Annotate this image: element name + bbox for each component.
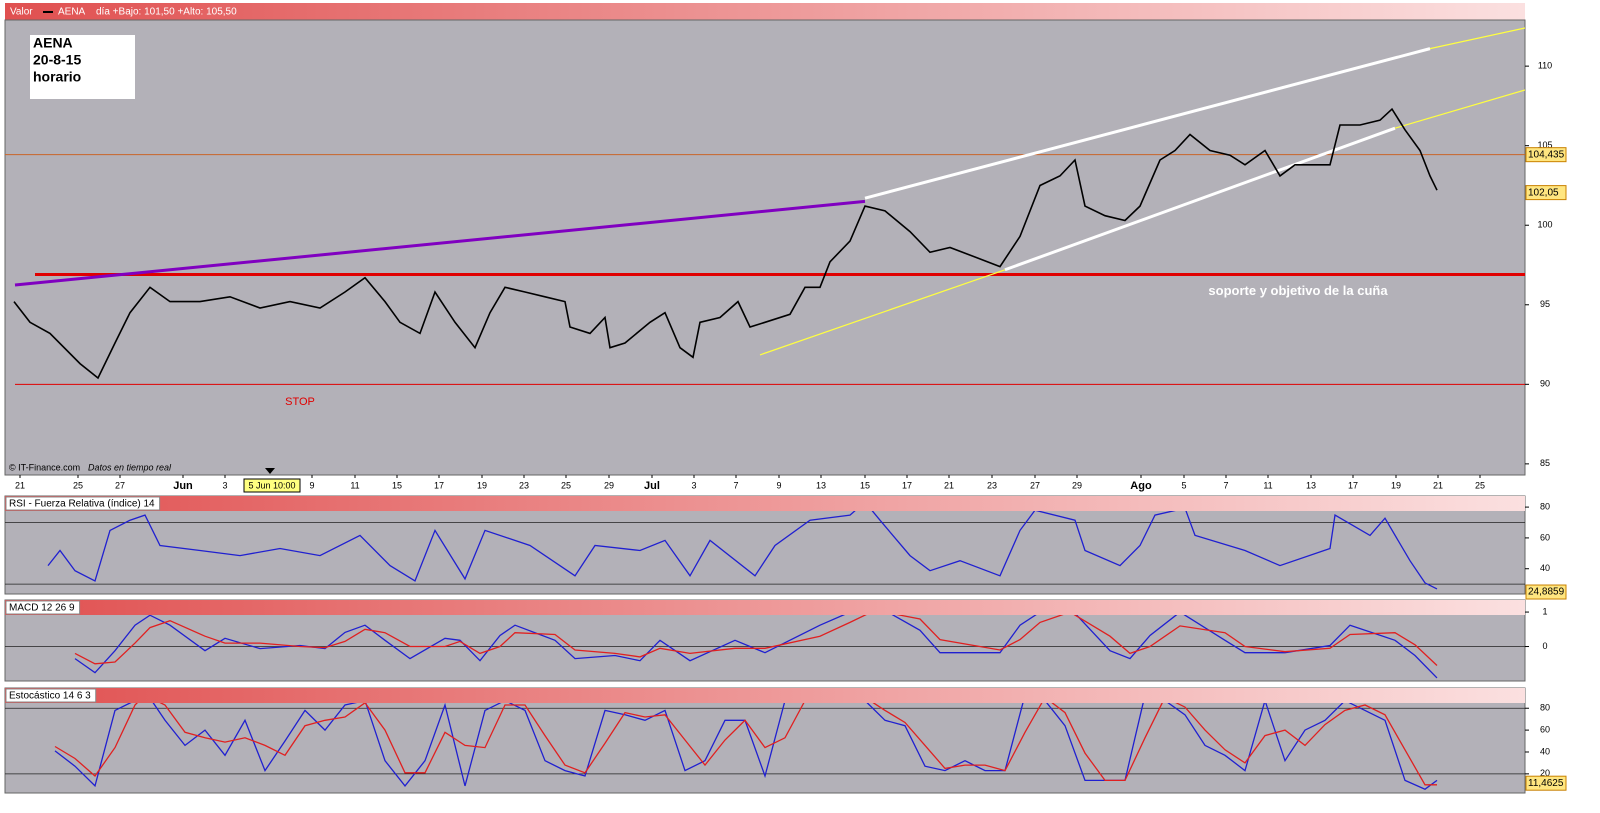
- x-tick-label: 13: [816, 480, 826, 490]
- y-tick-label: 100: [1537, 220, 1552, 230]
- cursor-box: [243, 478, 301, 493]
- indicator-line: [54, 694, 1437, 786]
- x-tick-label: 19: [477, 480, 487, 490]
- plot-background: [4, 19, 1526, 476]
- note-line: 20-8-15: [33, 52, 81, 68]
- y-tick-label: 85: [1540, 458, 1550, 468]
- y-tick-label: 40: [1540, 746, 1550, 756]
- x-tick-label: 19: [1391, 480, 1401, 490]
- plot-background: [4, 687, 1526, 794]
- x-tick-label: 17: [434, 480, 444, 490]
- header-label: Valor: [10, 7, 33, 18]
- note-line: horario: [33, 69, 81, 85]
- x-tick-label: 27: [115, 480, 125, 490]
- indicator-line: [74, 609, 1438, 666]
- stop-label: STOP: [285, 396, 315, 408]
- y-tick-label: 110: [1538, 61, 1552, 71]
- panel-strip: [5, 496, 1525, 511]
- x-tick-label: 23: [987, 480, 997, 490]
- header-symbol: AENA: [58, 7, 86, 18]
- y-tick-label: 80: [1540, 703, 1550, 713]
- y-tick-label: 95: [1540, 299, 1550, 309]
- x-tick-label: Jun: [173, 480, 193, 492]
- y-tick-label: 40: [1540, 563, 1550, 573]
- y-tick-label: 105: [1537, 140, 1552, 150]
- trendline: [1004, 126, 1396, 272]
- x-tick-label: 17: [902, 480, 912, 490]
- last-value-label: 24,8859: [1528, 587, 1565, 598]
- x-tick-label: 9: [309, 480, 314, 490]
- x-tick-label: Ago: [1130, 480, 1152, 492]
- last-value-box: [1525, 185, 1567, 201]
- support-label: soporte y objetivo de la cuña: [1208, 283, 1388, 298]
- trendline: [1429, 27, 1525, 50]
- y-tick-label: 60: [1540, 532, 1550, 542]
- indicator-line: [47, 501, 1438, 590]
- level-box: [1525, 147, 1567, 163]
- last-value-box: [1525, 584, 1567, 600]
- x-tick-label: 29: [604, 480, 614, 490]
- y-tick-label: 0: [1542, 641, 1547, 651]
- panel-strip: [5, 600, 1525, 615]
- x-tick-label: 15: [392, 480, 402, 490]
- y-tick-label: 20: [1540, 768, 1550, 778]
- last-value-label: 102,05: [1528, 187, 1559, 198]
- x-tick-label: 13: [1306, 480, 1316, 490]
- x-tick-label: 29: [1072, 480, 1082, 490]
- cursor-label: 5 Jun 10:00: [248, 480, 295, 490]
- x-tick-label: 21: [1433, 480, 1443, 490]
- panel-title-box: [5, 688, 97, 703]
- x-tick-label: 21: [944, 480, 954, 490]
- plot-background: [4, 495, 1526, 595]
- x-tick-label: 27: [1030, 480, 1040, 490]
- trendline: [759, 269, 1006, 356]
- panel-title: Estocástico 14 6 3: [9, 691, 91, 702]
- trendline: [14, 199, 866, 287]
- cursor-marker: [265, 468, 275, 474]
- level-label: 104,435: [1528, 149, 1565, 160]
- y-tick-label: 1: [1542, 606, 1547, 616]
- credit: © IT-Finance.com: [9, 462, 80, 472]
- panel-title: RSI - Fuerza Relativa (índice) 14: [9, 499, 155, 510]
- plot: [5, 501, 1525, 590]
- panel-title-box: [5, 600, 81, 615]
- header-range: día +Bajo: 101,50 +Alto: 105,50: [96, 7, 237, 18]
- x-tick-label: 21: [15, 480, 25, 490]
- x-tick-label: 25: [561, 480, 571, 490]
- x-tick-label: 23: [519, 480, 529, 490]
- x-tick-label: 7: [1223, 480, 1228, 490]
- x-tick-label: 17: [1348, 480, 1358, 490]
- last-value-box: [1525, 775, 1567, 791]
- panel-strip: [5, 688, 1525, 703]
- x-tick-label: 25: [1475, 480, 1485, 490]
- last-value-label: 11,4625: [1528, 778, 1564, 789]
- y-tick-label: 90: [1540, 379, 1550, 389]
- y-tick-label: 60: [1540, 724, 1550, 734]
- x-tick-label: Jul: [644, 480, 660, 492]
- y-tick-label: 80: [1540, 501, 1550, 511]
- panel-title-box: [5, 496, 161, 511]
- plot: [5, 689, 1525, 790]
- trendline: [1394, 89, 1525, 129]
- x-tick-label: 11: [350, 480, 359, 490]
- x-tick-label: 3: [222, 480, 227, 490]
- panel-title: MACD 12 26 9: [9, 603, 75, 614]
- x-tick-label: 5: [1181, 480, 1186, 490]
- price-line: [13, 107, 1438, 380]
- credit-note: Datos en tiempo real: [88, 462, 172, 472]
- note-line: AENA: [33, 35, 73, 51]
- x-tick-label: 9: [776, 480, 781, 490]
- note-box: [30, 35, 135, 99]
- header-bar: [5, 3, 1525, 20]
- x-tick-label: 25: [73, 480, 83, 490]
- x-tick-label: 3: [691, 480, 696, 490]
- trendline: [864, 47, 1431, 200]
- x-tick-label: 11: [1263, 480, 1272, 490]
- plot: [5, 27, 1525, 385]
- x-tick-label: 15: [860, 480, 870, 490]
- x-tick-label: 7: [733, 480, 738, 490]
